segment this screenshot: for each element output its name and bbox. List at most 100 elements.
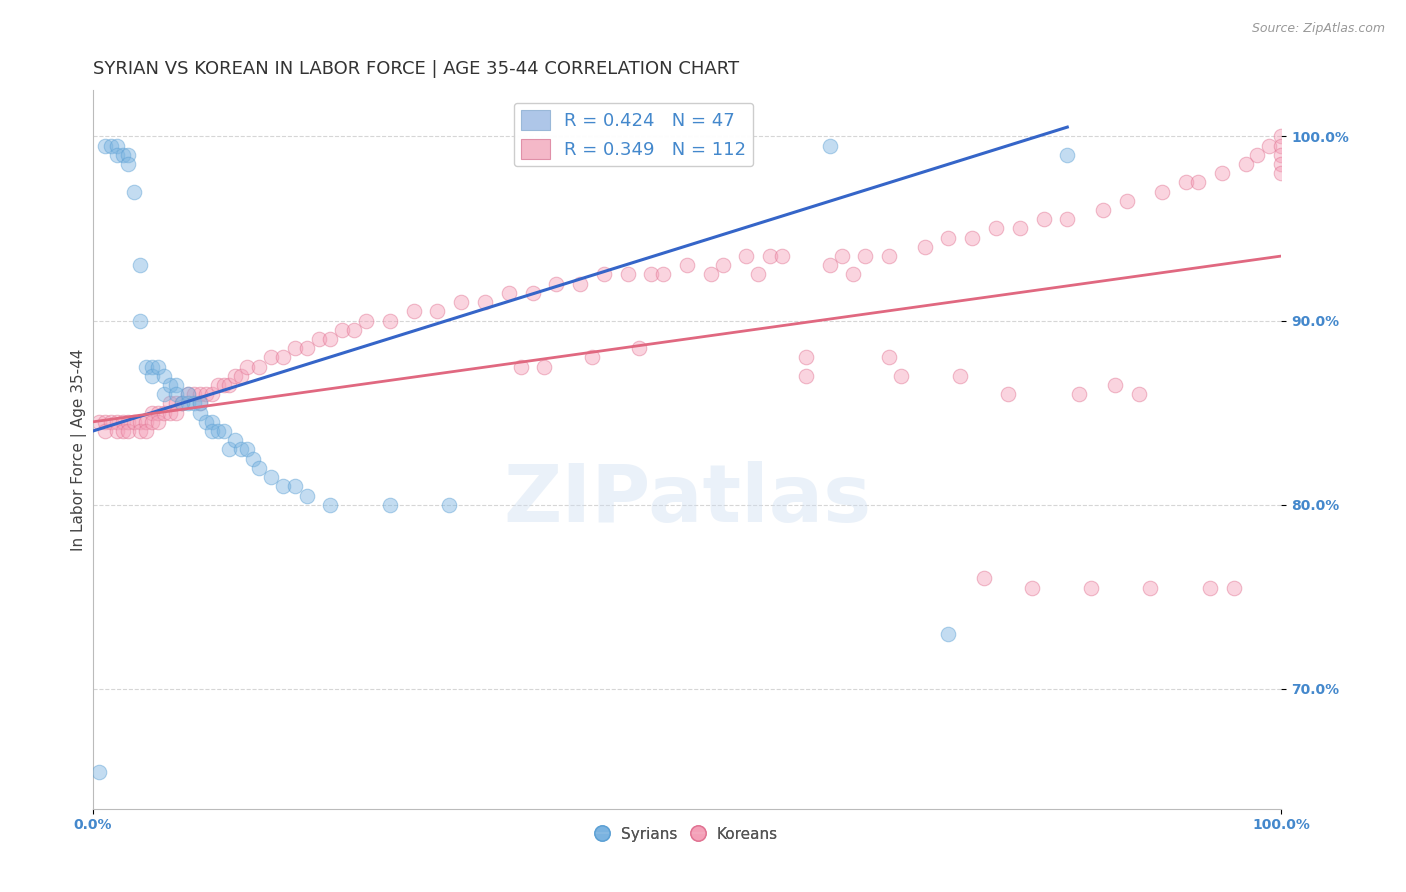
Text: ZIPatlas: ZIPatlas xyxy=(503,461,872,539)
Point xyxy=(711,258,734,272)
Point xyxy=(207,378,229,392)
Point xyxy=(93,415,115,429)
Point xyxy=(135,415,157,429)
Point xyxy=(1258,138,1281,153)
Y-axis label: In Labor Force | Age 35-44: In Labor Force | Age 35-44 xyxy=(72,348,87,550)
Point xyxy=(319,498,342,512)
Point xyxy=(770,249,793,263)
Point xyxy=(1021,581,1043,595)
Point xyxy=(319,332,342,346)
Point xyxy=(201,424,224,438)
Point xyxy=(853,249,876,263)
Point xyxy=(111,147,134,161)
Point xyxy=(141,406,163,420)
Point xyxy=(141,368,163,383)
Point xyxy=(759,249,782,263)
Point xyxy=(426,304,449,318)
Point xyxy=(735,249,758,263)
Point xyxy=(165,406,187,420)
Point xyxy=(165,378,187,392)
Point xyxy=(1104,378,1126,392)
Point xyxy=(159,406,181,420)
Point xyxy=(522,285,544,300)
Point xyxy=(141,415,163,429)
Point xyxy=(973,571,995,585)
Point xyxy=(135,424,157,438)
Point xyxy=(533,359,555,374)
Point xyxy=(159,396,181,410)
Point xyxy=(212,378,235,392)
Point xyxy=(153,406,176,420)
Point xyxy=(308,332,330,346)
Point xyxy=(224,368,246,383)
Point xyxy=(1091,202,1114,217)
Point xyxy=(794,351,817,365)
Point xyxy=(474,295,496,310)
Point xyxy=(1069,387,1091,401)
Point xyxy=(938,230,960,244)
Point xyxy=(159,378,181,392)
Legend: Syrians, Koreans: Syrians, Koreans xyxy=(591,821,785,847)
Point xyxy=(236,359,259,374)
Point xyxy=(295,489,318,503)
Point xyxy=(87,764,110,779)
Point xyxy=(105,138,128,153)
Point xyxy=(343,323,366,337)
Point xyxy=(1234,157,1257,171)
Point xyxy=(236,442,259,457)
Point xyxy=(183,396,205,410)
Point xyxy=(509,359,531,374)
Point xyxy=(378,313,401,327)
Point xyxy=(170,396,193,410)
Point xyxy=(141,359,163,374)
Point xyxy=(890,368,912,383)
Point xyxy=(129,258,152,272)
Point xyxy=(129,424,152,438)
Point xyxy=(231,442,253,457)
Point xyxy=(450,295,472,310)
Point xyxy=(111,415,134,429)
Point xyxy=(842,268,865,282)
Point xyxy=(284,479,307,493)
Point xyxy=(818,138,841,153)
Point xyxy=(271,351,294,365)
Point xyxy=(183,387,205,401)
Point xyxy=(105,147,128,161)
Point xyxy=(378,498,401,512)
Point xyxy=(877,249,900,263)
Point xyxy=(640,268,662,282)
Point xyxy=(581,351,603,365)
Point xyxy=(354,313,377,327)
Point xyxy=(117,157,139,171)
Point xyxy=(105,424,128,438)
Point xyxy=(165,396,187,410)
Point xyxy=(1270,147,1292,161)
Point xyxy=(231,368,253,383)
Point xyxy=(188,387,211,401)
Point xyxy=(1270,166,1292,180)
Point xyxy=(1128,387,1150,401)
Point xyxy=(93,424,115,438)
Point xyxy=(997,387,1019,401)
Point xyxy=(1008,221,1031,235)
Point xyxy=(546,277,568,291)
Point xyxy=(949,368,972,383)
Point xyxy=(938,626,960,640)
Point xyxy=(135,359,157,374)
Point xyxy=(676,258,699,272)
Point xyxy=(271,479,294,493)
Point xyxy=(1115,194,1137,208)
Point xyxy=(146,415,169,429)
Point xyxy=(260,351,283,365)
Point xyxy=(247,461,270,475)
Point xyxy=(207,424,229,438)
Point xyxy=(1270,129,1292,144)
Point xyxy=(592,268,614,282)
Point xyxy=(1056,147,1078,161)
Point xyxy=(129,313,152,327)
Point xyxy=(1270,157,1292,171)
Point xyxy=(93,138,115,153)
Point xyxy=(831,249,853,263)
Point xyxy=(794,368,817,383)
Point xyxy=(188,396,211,410)
